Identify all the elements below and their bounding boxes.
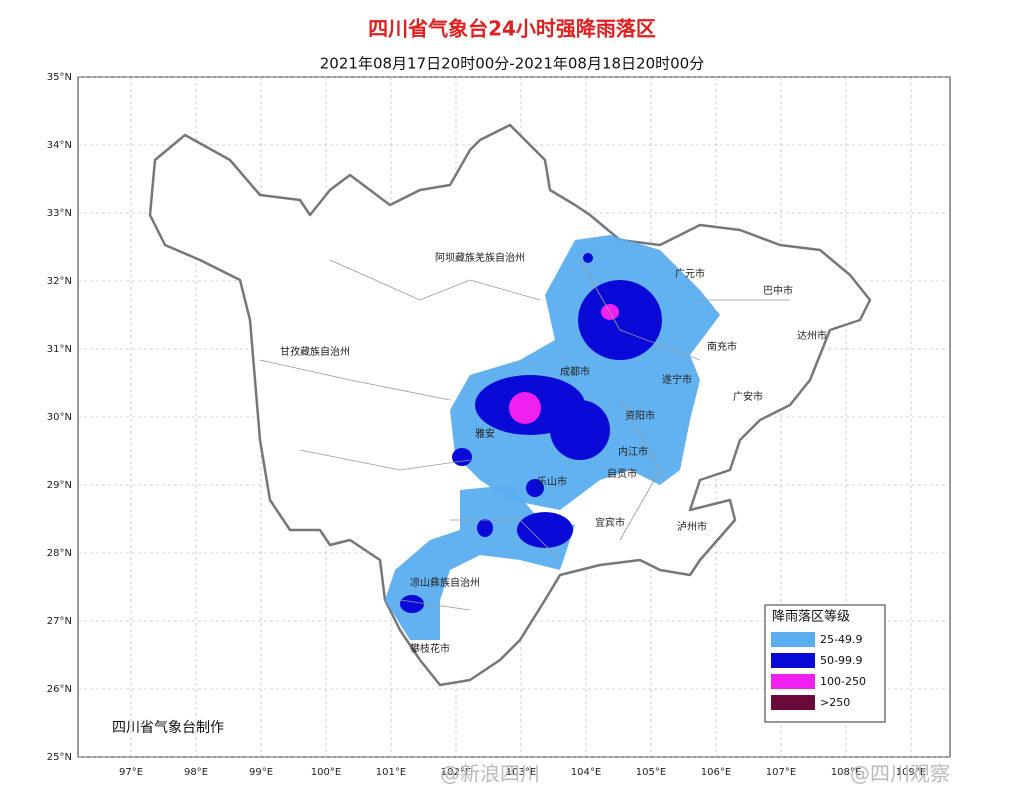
lat-label: 32°N bbox=[47, 276, 72, 287]
rain-area bbox=[550, 400, 610, 460]
lon-label: 108°E bbox=[831, 767, 861, 778]
legend-title: 降雨落区等级 bbox=[772, 609, 850, 625]
legend-label: >250 bbox=[820, 696, 850, 709]
credit: 四川省气象台制作 bbox=[112, 720, 224, 736]
place-label: 阿坝藏族羌族自治州 bbox=[435, 251, 525, 264]
lon-label: 99°E bbox=[249, 767, 273, 778]
legend-items: 25-49.9 50-99.9 100-250 >250 bbox=[771, 632, 866, 710]
lon-label: 107°E bbox=[766, 767, 796, 778]
lon-label: 101°E bbox=[376, 767, 406, 778]
rain-areas bbox=[385, 235, 720, 640]
lat-label: 31°N bbox=[47, 344, 72, 355]
place-label: 成都市 bbox=[560, 365, 590, 378]
watermark: @四川观察 bbox=[850, 762, 950, 786]
place-label: 达州市 bbox=[797, 329, 827, 342]
legend-swatch bbox=[771, 674, 815, 689]
legend-swatch bbox=[771, 695, 815, 710]
place-label: 宜宾市 bbox=[595, 516, 625, 529]
place-label: 攀枝花市 bbox=[410, 642, 450, 655]
lat-label: 25°N bbox=[47, 752, 72, 763]
rain-area bbox=[452, 448, 472, 466]
lon-label: 106°E bbox=[701, 767, 731, 778]
lat-label: 28°N bbox=[47, 548, 72, 559]
place-label: 广安市 bbox=[733, 390, 763, 403]
lat-label: 35°N bbox=[47, 72, 72, 83]
rain-area bbox=[517, 512, 573, 548]
watermark: @新浪四川 bbox=[440, 762, 540, 786]
place-label: 凉山彝族自治州 bbox=[410, 576, 480, 589]
lat-label: 34°N bbox=[47, 140, 72, 151]
lon-label: 103°E bbox=[506, 767, 536, 778]
lon-label: 104°E bbox=[571, 767, 601, 778]
place-label: 甘孜藏族自治州 bbox=[280, 345, 350, 358]
place-label: 资阳市 bbox=[625, 409, 655, 422]
rain-area bbox=[526, 479, 544, 497]
legend-swatch bbox=[771, 653, 815, 668]
lat-label: 33°N bbox=[47, 208, 72, 219]
rain-area bbox=[578, 280, 662, 360]
lon-label: 97°E bbox=[119, 767, 143, 778]
lon-label: 102°E bbox=[441, 767, 471, 778]
rain-area bbox=[477, 519, 493, 537]
place-label: 乐山市 bbox=[537, 475, 567, 488]
place-label: 广元市 bbox=[675, 267, 705, 280]
legend-label: 100-250 bbox=[820, 675, 866, 688]
lon-label: 109°E bbox=[896, 767, 926, 778]
subtitle: 2021年08月17日20时00分-2021年08月18日20时00分 bbox=[320, 55, 704, 73]
legend-label: 50-99.9 bbox=[820, 654, 862, 667]
lon-label: 100°E bbox=[311, 767, 341, 778]
legend: 降雨落区等级 25-49.9 50-99.9 100-250 >250 bbox=[764, 604, 886, 723]
rain-area bbox=[583, 253, 593, 263]
lon-label: 105°E bbox=[636, 767, 666, 778]
place-label: 泸州市 bbox=[677, 520, 707, 533]
place-label: 遂宁市 bbox=[662, 373, 692, 386]
place-label: 雅安 bbox=[475, 427, 495, 440]
place-label: 南充市 bbox=[707, 340, 737, 353]
county-borders bbox=[259, 259, 790, 611]
lat-label: 26°N bbox=[47, 684, 72, 695]
place-label: 自贡市 bbox=[607, 467, 637, 480]
legend-label: 25-49.9 bbox=[820, 633, 862, 646]
lon-label: 98°E bbox=[184, 767, 208, 778]
lat-label: 29°N bbox=[47, 480, 72, 491]
lat-label: 27°N bbox=[47, 616, 72, 627]
title: 四川省气象台24小时强降雨落区 bbox=[368, 17, 656, 41]
place-label: 内江市 bbox=[618, 445, 648, 458]
legend-swatch bbox=[771, 632, 815, 647]
rain-area bbox=[509, 392, 541, 424]
place-label: 巴中市 bbox=[763, 284, 793, 297]
lat-label: 30°N bbox=[47, 412, 72, 423]
rain-area bbox=[400, 595, 424, 613]
